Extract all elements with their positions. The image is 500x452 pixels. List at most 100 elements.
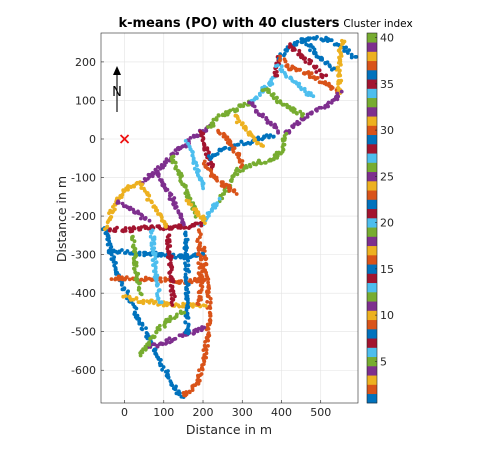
data-point bbox=[314, 107, 318, 112]
data-point bbox=[152, 334, 157, 339]
data-point bbox=[325, 60, 330, 65]
data-point bbox=[136, 316, 141, 321]
colorbar-tick-label: 10 bbox=[380, 309, 394, 322]
data-point bbox=[210, 209, 214, 213]
data-point bbox=[330, 86, 335, 90]
data-point bbox=[154, 208, 158, 213]
data-point bbox=[134, 306, 139, 311]
data-point bbox=[173, 160, 178, 165]
data-point bbox=[260, 114, 265, 119]
data-point bbox=[234, 168, 238, 173]
cluster-23-points bbox=[195, 228, 205, 307]
data-point bbox=[195, 239, 200, 244]
data-point bbox=[303, 60, 308, 64]
data-point bbox=[176, 168, 180, 173]
x-tick-label: 500 bbox=[310, 406, 331, 419]
colorbar-tick-label: 40 bbox=[380, 32, 394, 45]
data-point bbox=[168, 379, 173, 383]
y-axis-label: Distance in m bbox=[54, 176, 69, 262]
colorbar-segment bbox=[367, 153, 377, 163]
data-point bbox=[183, 320, 188, 325]
data-point bbox=[201, 186, 206, 191]
data-point bbox=[186, 290, 191, 295]
data-point bbox=[205, 147, 210, 152]
data-point bbox=[310, 75, 315, 80]
data-point bbox=[202, 325, 207, 330]
data-point bbox=[235, 107, 239, 111]
data-point bbox=[338, 68, 342, 73]
data-point bbox=[145, 336, 150, 341]
data-point bbox=[346, 51, 350, 55]
data-point bbox=[186, 263, 191, 268]
data-point bbox=[128, 205, 133, 210]
data-point bbox=[279, 69, 284, 74]
data-point bbox=[251, 161, 256, 166]
data-point bbox=[231, 188, 236, 193]
data-point bbox=[253, 137, 257, 142]
colorbar-segment bbox=[367, 375, 377, 385]
data-point bbox=[112, 255, 116, 260]
data-point bbox=[306, 93, 311, 97]
data-point bbox=[185, 195, 190, 200]
data-point bbox=[165, 241, 170, 246]
x-tick-label: 400 bbox=[271, 406, 292, 419]
data-point bbox=[275, 63, 280, 68]
data-point bbox=[266, 90, 270, 94]
data-point bbox=[334, 42, 339, 46]
data-point bbox=[125, 290, 130, 295]
data-point bbox=[314, 70, 319, 74]
data-point bbox=[198, 283, 203, 288]
data-point bbox=[153, 167, 158, 172]
data-point bbox=[262, 160, 267, 165]
data-point bbox=[179, 214, 184, 219]
colorbar-tick-label: 35 bbox=[380, 78, 394, 91]
data-point bbox=[138, 353, 143, 358]
data-point bbox=[202, 262, 207, 267]
data-point bbox=[152, 241, 157, 246]
colorbar-segment bbox=[367, 356, 377, 367]
data-point bbox=[267, 135, 271, 140]
data-point bbox=[281, 138, 285, 143]
data-point bbox=[134, 254, 138, 258]
data-point bbox=[157, 323, 162, 328]
data-point bbox=[294, 110, 299, 115]
data-point bbox=[332, 66, 336, 71]
data-point bbox=[242, 101, 247, 106]
data-point bbox=[206, 338, 211, 343]
colorbar-segment bbox=[367, 79, 377, 89]
data-point bbox=[299, 37, 304, 41]
data-point bbox=[143, 217, 147, 221]
colorbar-ticks: 5 10 15 20 25 30 35 40 bbox=[375, 32, 394, 368]
data-point bbox=[137, 281, 142, 286]
data-point bbox=[229, 179, 234, 184]
data-point bbox=[307, 75, 312, 80]
data-point bbox=[315, 35, 319, 39]
x-axis-label: Distance in m bbox=[186, 422, 272, 437]
cluster-21-points bbox=[165, 233, 177, 307]
data-point bbox=[109, 252, 114, 257]
data-point bbox=[261, 144, 265, 148]
data-point bbox=[184, 248, 189, 253]
data-point bbox=[231, 149, 236, 154]
data-point bbox=[288, 76, 292, 80]
data-point bbox=[229, 143, 234, 148]
data-point bbox=[262, 84, 267, 89]
cluster-34-points bbox=[273, 63, 316, 99]
data-point bbox=[171, 151, 175, 156]
data-point bbox=[206, 125, 211, 129]
data-point bbox=[134, 263, 139, 268]
data-point bbox=[194, 207, 199, 212]
data-point bbox=[130, 229, 135, 234]
data-point bbox=[170, 303, 175, 307]
data-point bbox=[239, 165, 243, 169]
data-point bbox=[144, 326, 148, 330]
data-point bbox=[140, 182, 145, 187]
data-point bbox=[105, 242, 110, 247]
data-point bbox=[322, 105, 327, 110]
cluster-29-points bbox=[207, 133, 276, 161]
data-point bbox=[199, 257, 204, 262]
data-point bbox=[184, 240, 189, 245]
y-tick-label: 100 bbox=[75, 94, 96, 107]
data-point bbox=[202, 343, 207, 348]
data-point bbox=[201, 218, 205, 223]
